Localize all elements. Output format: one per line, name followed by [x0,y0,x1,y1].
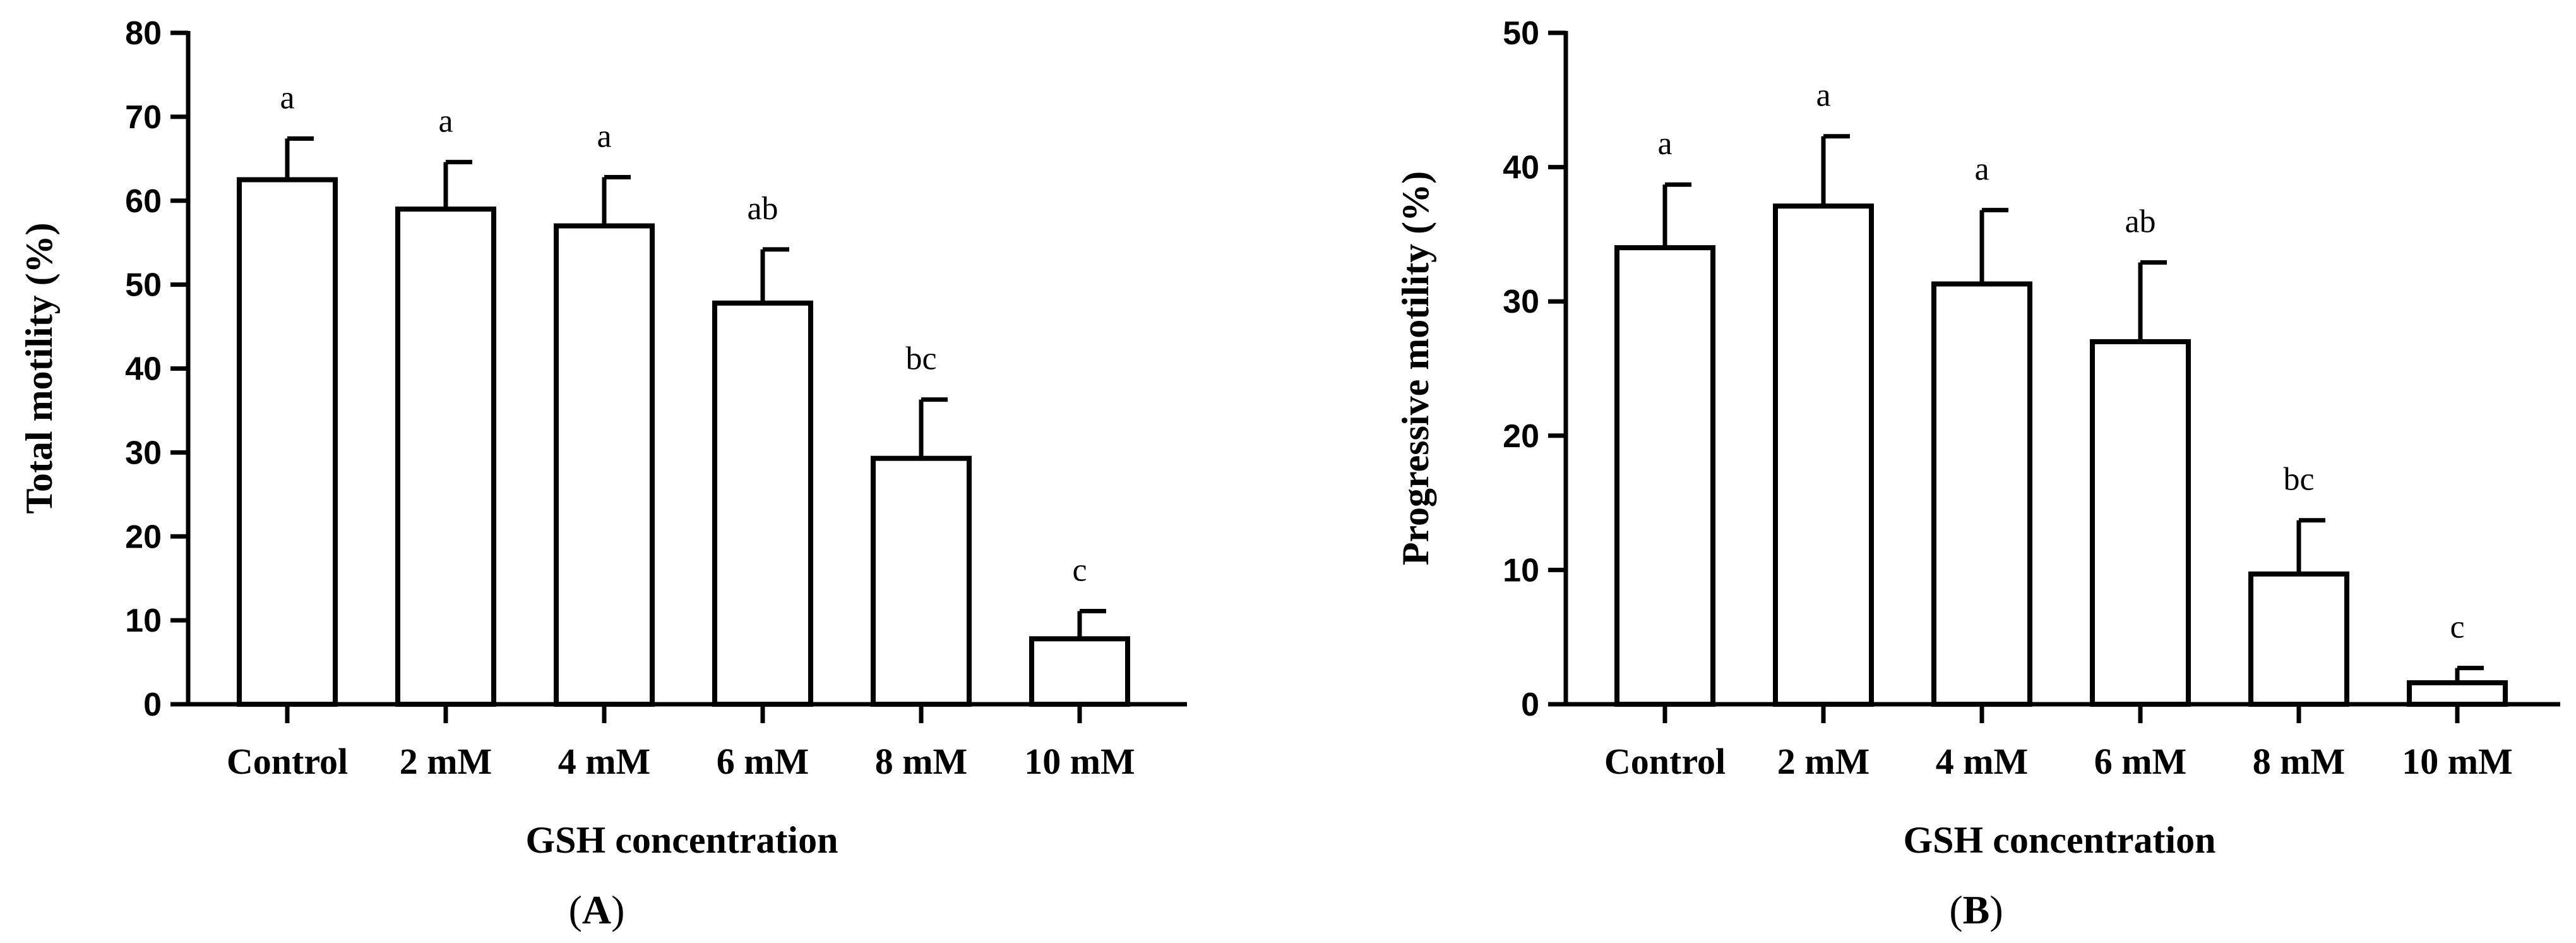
significance-label: bc [2283,462,2314,498]
significance-label: ab [2125,204,2156,240]
x-tick-label: 2 mM [1777,741,1870,782]
bar [871,455,972,707]
bar [554,223,655,707]
panel-a-label: (A) [569,887,625,932]
x-tick-label: 10 mM [2402,741,2513,782]
significance-label: a [280,80,294,116]
y-tick-label: 10 [1503,552,1539,589]
significance-label: a [1816,78,1830,114]
x-axis-title: GSH concentration [1904,819,2216,861]
x-tick-label: Control [227,741,348,782]
bar [2090,339,2191,707]
significance-label: bc [905,341,936,377]
bar [1931,281,2032,707]
bar [1029,636,1130,707]
significance-label: a [1974,152,1989,188]
significance-label: a [1657,126,1672,162]
panel-b-chart: 0 10 20 30 40 50 Control a 2 mM a 4 mM a 6 mM ab 8 mM b… [1395,15,2560,861]
bar [2407,680,2508,707]
x-tick-label: Control [1604,741,1726,782]
bar [1773,203,1874,707]
x-tick-label: 2 mM [400,741,492,782]
y-tick-label: 20 [125,519,162,555]
panel-b-label: (B) [1949,887,2003,932]
x-tick-label: 8 mM [2253,741,2346,782]
y-tick-label: 80 [125,15,162,52]
y-tick-label: 30 [1503,284,1539,320]
y-tick-label: 20 [1503,418,1539,455]
significance-label: c [1072,553,1087,589]
y-tick-label: 10 [125,603,162,639]
x-tick-label: 6 mM [717,741,809,782]
y-tick-label: 40 [125,351,162,388]
significance-label: a [597,119,611,155]
significance-label: ab [747,191,778,227]
y-tick-label: 0 [1521,687,1539,723]
y-tick-label: 0 [143,687,162,723]
y-tick-label: 30 [125,435,162,471]
x-tick-label: 4 mM [1936,741,2029,782]
y-axis-title: Progressive motility (%) [1395,171,1436,565]
bar [1614,245,1715,707]
bar [2248,571,2349,707]
y-tick-label: 50 [1503,15,1539,52]
significance-label: a [438,104,453,140]
x-tick-label: 8 mM [875,741,968,782]
x-axis-title: GSH concentration [526,819,838,861]
y-tick-label: 40 [1503,150,1539,186]
bar [395,207,496,707]
y-tick-label: 50 [125,267,162,304]
y-tick-label: 70 [125,99,162,136]
panel-a-chart: 0 10 20 30 40 50 60 70 80 Control a 2 mM a 4 mM a 6 mM a… [18,15,1187,861]
x-tick-label: 4 mM [558,741,651,782]
x-tick-label: 10 mM [1024,741,1135,782]
y-tick-label: 60 [125,183,162,220]
bar [712,300,813,707]
bar [237,177,338,707]
x-tick-label: 6 mM [2094,741,2187,782]
significance-label: c [2450,610,2464,646]
y-axis-title: Total motility (%) [18,222,60,514]
